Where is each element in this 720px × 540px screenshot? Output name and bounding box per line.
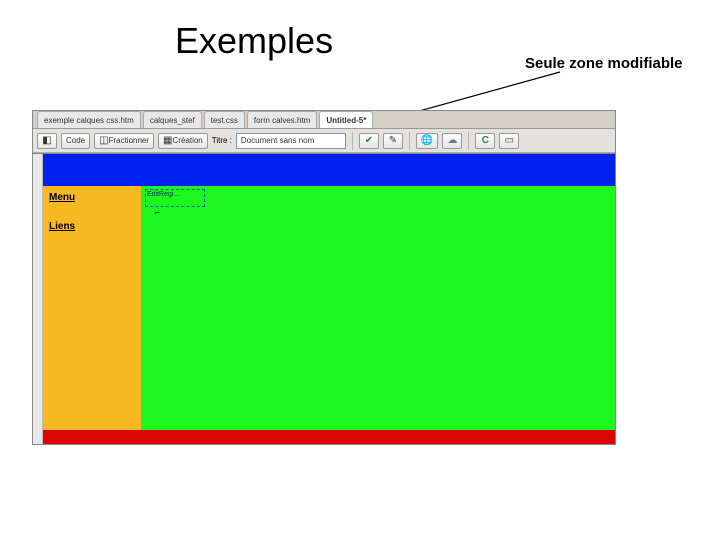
validate-icon[interactable]: ✔ — [359, 133, 379, 149]
left-sidebar: Menu Liens — [43, 186, 141, 430]
toolbar-separator — [468, 132, 469, 150]
sidebar-item[interactable]: Liens — [49, 221, 135, 232]
toolbar-separator — [409, 132, 410, 150]
document-tabbar: exemple calques css.htmcalques_steftest.… — [33, 111, 615, 129]
document-tab[interactable]: exemple calques css.htm — [37, 111, 141, 128]
cursor-icon: ⌐ — [155, 208, 160, 217]
reference-icon[interactable]: ▭ — [499, 133, 519, 149]
editable-region[interactable]: EditRegi… ⌐ — [141, 186, 615, 430]
footer-band — [43, 430, 615, 444]
document-tab[interactable]: form calves.htm — [247, 111, 317, 128]
refresh-icon[interactable]: C — [475, 133, 495, 149]
document-tab[interactable]: test.css — [204, 111, 245, 128]
split-view-button[interactable]: ◫Fractionner — [94, 133, 154, 149]
sidebar-item[interactable]: Menu — [49, 192, 135, 203]
slide-title: Exemples — [175, 20, 333, 62]
browser-preview-icon[interactable]: 🌐 — [416, 133, 438, 149]
document-title-field[interactable]: Document sans nom — [236, 133, 346, 149]
ruler-gutter — [33, 154, 43, 444]
toolbar-separator — [352, 132, 353, 150]
tools-icon[interactable]: ✎ — [383, 133, 403, 149]
design-view-button[interactable]: ▦Création — [158, 133, 208, 149]
code-view-button[interactable]: Code — [61, 133, 90, 149]
editor-window: exemple calques css.htmcalques_steftest.… — [32, 110, 616, 445]
document-tab[interactable]: calques_stef — [143, 111, 202, 128]
page-layout: Menu Liens EditRegi… ⌐ — [43, 154, 615, 444]
title-label: Titre : — [212, 136, 232, 145]
editor-toolbar: ◧ Code ◫Fractionner ▦Création Titre : Do… — [33, 129, 615, 153]
view-mode-icon[interactable]: ◧ — [37, 133, 57, 149]
annotation-text: Seule zone modifiable — [525, 55, 683, 72]
upload-icon[interactable]: ☁ — [442, 133, 462, 149]
design-canvas: Menu Liens EditRegi… ⌐ — [33, 153, 615, 444]
body-band: Menu Liens EditRegi… ⌐ — [43, 186, 615, 430]
editable-region-label: EditRegi… — [147, 191, 180, 198]
header-band — [43, 154, 615, 186]
document-tab[interactable]: Untitled-5* — [319, 111, 373, 128]
